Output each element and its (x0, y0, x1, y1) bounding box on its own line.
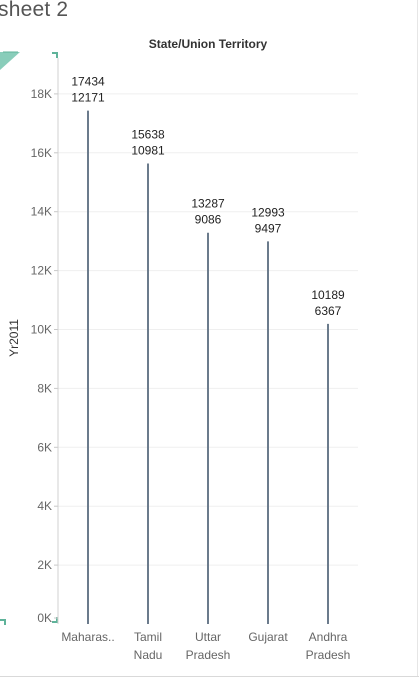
data-label-secondary: 6367 (315, 304, 342, 318)
y-axis-label: Yr2011 (7, 319, 21, 357)
data-label-secondary: 12171 (71, 91, 105, 105)
sheet-title: sheet 2 (0, 0, 69, 21)
y-tick-label: 14K (31, 205, 52, 219)
data-label-value: 10189 (311, 288, 345, 302)
data-label-value: 15638 (131, 127, 165, 141)
data-label-value: 13287 (191, 197, 225, 211)
y-tick-label: 4K (37, 499, 52, 513)
right-border (417, 0, 418, 676)
data-label-secondary: 9497 (255, 221, 282, 235)
y-tick-label: 8K (37, 381, 52, 395)
chart-title: State/Union Territory (149, 37, 268, 51)
selection-bracket-bottom (52, 617, 58, 623)
y-tick-label: 12K (31, 264, 52, 278)
x-tick-label: Uttar Pradesh (186, 630, 231, 662)
data-label-secondary: 9086 (195, 213, 222, 227)
x-tick-label: Maharas.. (61, 630, 114, 644)
x-tick-label: Andhra Pradesh (306, 630, 351, 662)
data-label-value: 17434 (71, 75, 105, 89)
x-tick-label: Gujarat (248, 630, 288, 644)
data-label-secondary: 10981 (131, 143, 165, 157)
y-tick-label: 6K (37, 440, 52, 454)
y-tick-label: 2K (37, 558, 52, 572)
selection-bracket-left-bottom (0, 619, 6, 625)
y-tick-label: 18K (31, 87, 52, 101)
x-axis-labels: Maharas.. Tamil Nadu Uttar Pradesh Gujarat And… (61, 630, 350, 662)
selection-marker-top-left (0, 51, 20, 70)
data-labels: 17434 12171 15638 10981 13287 9086 12993 9497 10… (71, 75, 345, 318)
y-tick-label: 0K (37, 611, 52, 625)
bottom-border (0, 676, 419, 677)
y-tick-label: 16K (31, 146, 52, 160)
bars (87, 110, 329, 624)
data-label-value: 12993 (251, 205, 285, 219)
selection-bracket-top (52, 52, 58, 58)
y-axis-ticks: 0K 2K 4K 6K 8K 10K 12K 14K 16K 18K (31, 58, 59, 625)
x-tick-label: Tamil Nadu (134, 630, 163, 662)
y-tick-label: 10K (31, 323, 52, 337)
